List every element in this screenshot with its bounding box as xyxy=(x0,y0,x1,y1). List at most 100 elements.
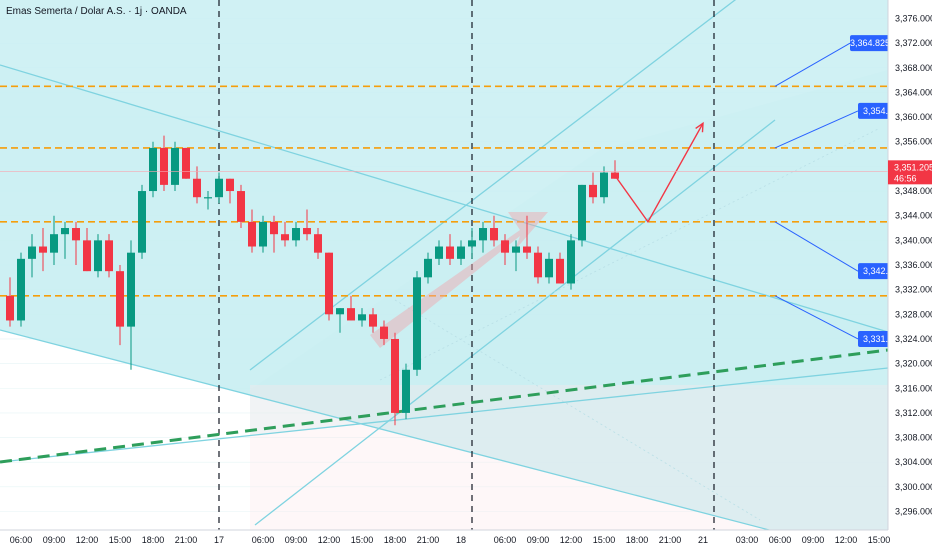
x-tick-label: 06:00 xyxy=(10,535,33,545)
x-tick-label: 21 xyxy=(698,535,708,545)
candle-body xyxy=(446,246,454,259)
x-tick-label: 09:00 xyxy=(285,535,308,545)
candle xyxy=(413,271,421,376)
x-tick-label: 06:00 xyxy=(252,535,275,545)
candle xyxy=(490,215,498,247)
candle-body xyxy=(314,234,322,253)
candle xyxy=(369,308,377,333)
candle xyxy=(336,308,344,333)
y-tick-label: 3,376.000 xyxy=(895,13,932,23)
candle-body xyxy=(325,252,333,315)
x-tick-label: 06:00 xyxy=(769,535,792,545)
candle-body xyxy=(292,228,300,241)
candle xyxy=(83,228,91,272)
candle xyxy=(72,221,80,265)
candle-body xyxy=(358,314,366,321)
candle-body xyxy=(149,147,157,192)
channel-upper-line xyxy=(0,64,889,333)
candle-body xyxy=(171,147,179,185)
x-tick-label: 15:00 xyxy=(109,535,132,545)
x-tick-label: 18:00 xyxy=(142,535,165,545)
target-line xyxy=(774,295,859,340)
candle-body xyxy=(402,369,410,413)
candle xyxy=(182,147,190,179)
candle-body xyxy=(281,234,289,241)
candle xyxy=(380,320,388,346)
price-label-box xyxy=(850,35,890,52)
price-label-text: 3,342.3 xyxy=(863,266,893,276)
candle xyxy=(248,209,256,253)
candle-body xyxy=(204,197,212,199)
candle xyxy=(204,191,212,210)
y-tick-label: 3,304.000 xyxy=(895,457,932,467)
candle-body xyxy=(72,228,80,241)
candle xyxy=(303,209,311,241)
projection-arrowhead xyxy=(695,121,704,133)
candle-body xyxy=(94,240,102,272)
x-tick-label: 12:00 xyxy=(76,535,99,545)
x-tick-label: 21:00 xyxy=(175,535,198,545)
x-tick-label: 15:00 xyxy=(351,535,374,545)
x-tick-label: 12:00 xyxy=(835,535,858,545)
candle-body xyxy=(479,228,487,241)
x-tick-label: 09:00 xyxy=(43,535,66,545)
price-label-text: 3,331.3 xyxy=(863,334,893,344)
candle-body xyxy=(83,240,91,272)
chart-title: Emas Semerta / Dolar A.S. · 1j · OANDA xyxy=(6,6,187,17)
x-tick-label: 17 xyxy=(214,535,224,545)
price-axis-bg xyxy=(888,0,932,550)
candle xyxy=(193,166,201,204)
candle xyxy=(160,135,168,192)
upper-zone xyxy=(0,0,888,332)
candle xyxy=(50,215,58,265)
y-tick-label: 3,312.000 xyxy=(895,408,932,418)
candle-body xyxy=(6,295,14,321)
candle-body xyxy=(424,258,432,278)
current-price-box xyxy=(888,160,932,185)
candle-body xyxy=(347,308,355,321)
candle xyxy=(61,221,69,259)
candle-body xyxy=(215,178,223,198)
candle xyxy=(94,234,102,278)
y-tick-label: 3,332.000 xyxy=(895,285,932,295)
rising-base-line xyxy=(0,367,889,463)
candle-body xyxy=(523,246,531,253)
candle-body xyxy=(490,228,498,241)
candle xyxy=(545,252,553,284)
candle xyxy=(446,234,454,265)
x-tick-label: 03:00 xyxy=(736,535,759,545)
candle xyxy=(259,215,267,253)
candle-body xyxy=(600,172,608,198)
candle-body xyxy=(138,191,146,253)
candle-body xyxy=(50,234,58,253)
candle-body xyxy=(545,258,553,278)
x-tick-label: 21:00 xyxy=(659,535,682,545)
x-tick-label: 12:00 xyxy=(318,535,341,545)
candle-body xyxy=(127,252,135,327)
candle-body xyxy=(435,246,443,259)
candle xyxy=(171,141,179,192)
candle-body xyxy=(578,184,586,241)
candle xyxy=(270,215,278,253)
candle-body xyxy=(534,252,542,278)
candle-body xyxy=(303,228,311,235)
candle-body xyxy=(369,314,377,327)
candle-body xyxy=(380,326,388,339)
channel-lower-line xyxy=(0,329,849,550)
candle xyxy=(457,240,465,265)
y-tick-label: 3,368.000 xyxy=(895,63,932,73)
candle xyxy=(314,228,322,259)
y-tick-label: 3,348.000 xyxy=(895,186,932,196)
median-dotted-line xyxy=(379,127,881,381)
candle xyxy=(226,178,234,204)
price-label: 3,364.825 xyxy=(850,35,890,52)
candle xyxy=(127,240,135,370)
lower-dotted-line xyxy=(394,299,761,521)
candle-body xyxy=(259,221,267,247)
candle xyxy=(6,277,14,327)
x-tick-label: 18:00 xyxy=(626,535,649,545)
y-tick-label: 3,308.000 xyxy=(895,433,932,443)
candle xyxy=(468,228,476,259)
candle-body xyxy=(611,172,619,179)
